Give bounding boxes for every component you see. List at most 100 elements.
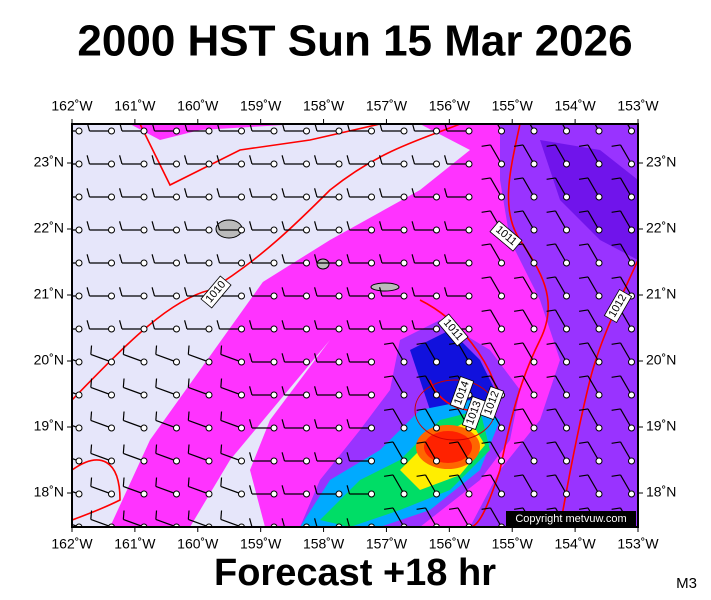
barb-flag [481,210,491,213]
barb-shaft [392,441,405,462]
barb-shaft [522,309,535,330]
barb-shaft [90,452,112,462]
barb-flag [514,375,524,378]
barb-flag [411,124,416,132]
barb-flag [514,408,524,411]
barb-flag [216,221,221,231]
barb-flag [249,518,253,527]
barb-flag [449,507,459,510]
barb-flag [579,342,589,345]
barb-flag [379,188,383,198]
barb-station [595,358,603,366]
axis-labels: 162˚W 162˚W 161˚W 161˚W 160˚W 160˚W 159˚W 159˚W… [34,98,677,552]
barb-flag [611,441,621,444]
barb-station [433,358,440,366]
barb-station [368,391,375,399]
barb-flag [346,353,351,363]
barb-shaft [392,342,405,363]
isobar-label-box [461,395,487,431]
lon-label-top: 159˚W [240,98,282,114]
lon-label-top: 155˚W [492,98,534,114]
isobar-label-box [603,288,633,324]
barb-flag [514,474,524,477]
barb-station [465,490,473,498]
lat-label-right: 21˚N [646,286,676,302]
barb-flag [611,276,621,279]
barb-station [628,226,635,234]
barb-shaft [155,518,177,527]
barb-shaft [220,386,242,396]
barb-station [173,193,180,201]
barb-flag [155,477,158,487]
isobar-label-box [489,220,523,252]
barb-station [335,292,343,300]
barb-flag [86,155,91,165]
barb-flag [151,254,156,264]
copyright: Copyright metvuw.com [515,513,626,525]
barb-flag [119,254,123,264]
barb-shaft [587,276,600,297]
barb-shaft [522,375,535,396]
barb-station [303,424,310,432]
barb-station [238,391,245,399]
lat-label-left: 22˚N [34,220,64,236]
barb-station [595,325,603,333]
barb-station [498,259,505,267]
barb-flag [379,254,383,264]
barb-flag [249,320,253,330]
barb-flag [514,276,524,279]
barb-station [530,424,538,432]
barb-station [595,391,603,399]
barb-shaft [424,441,438,462]
barb-flag [314,221,318,231]
lon-label-bottom: 155˚W [492,536,534,552]
barb-flag [122,510,125,520]
lon-label-top: 156˚W [429,98,471,114]
barb-flag [187,477,190,487]
barb-station [140,226,148,234]
barb-station [368,424,375,432]
barb-station [595,424,603,432]
barb-station [563,292,570,300]
barb-flag [90,378,93,388]
barb-station [433,457,440,465]
barb-station [563,457,570,465]
barb-flag [220,411,223,421]
barb-flag [155,345,158,355]
dry-band-2 [190,340,330,527]
barb-station [75,127,83,135]
barb-station [335,457,343,465]
barb-flag [384,408,394,411]
barb-station [595,160,603,168]
lon-label-bottom: 153˚W [617,536,659,552]
barb-station [270,259,278,267]
barb-flag [514,177,524,180]
barb-station [628,160,635,168]
barb-station [368,325,375,333]
barb-station [335,226,343,234]
barb-station [238,424,245,432]
barb-station [303,292,310,300]
barb-station [400,325,408,333]
barb-shaft [554,309,568,330]
barb-station [563,226,570,234]
barb-shaft [587,441,600,462]
barb-flag [546,408,556,411]
barb-flag [90,411,93,421]
barb-shaft [220,419,242,429]
barb-flag [546,177,556,180]
barb-shaft [489,474,503,495]
barb-flag [579,144,589,147]
barb-station [303,490,310,498]
barb-flag [449,441,459,444]
lon-label-top: 153˚W [617,98,659,114]
barb-shaft [424,342,438,363]
barb-flag [384,474,394,477]
barb-flag [314,452,318,462]
barb-flag [187,510,190,520]
barb-station [270,325,278,333]
barb-flag [281,287,286,297]
barb-station [400,424,408,432]
barb-shaft [424,408,438,429]
barb-flag [444,287,448,297]
